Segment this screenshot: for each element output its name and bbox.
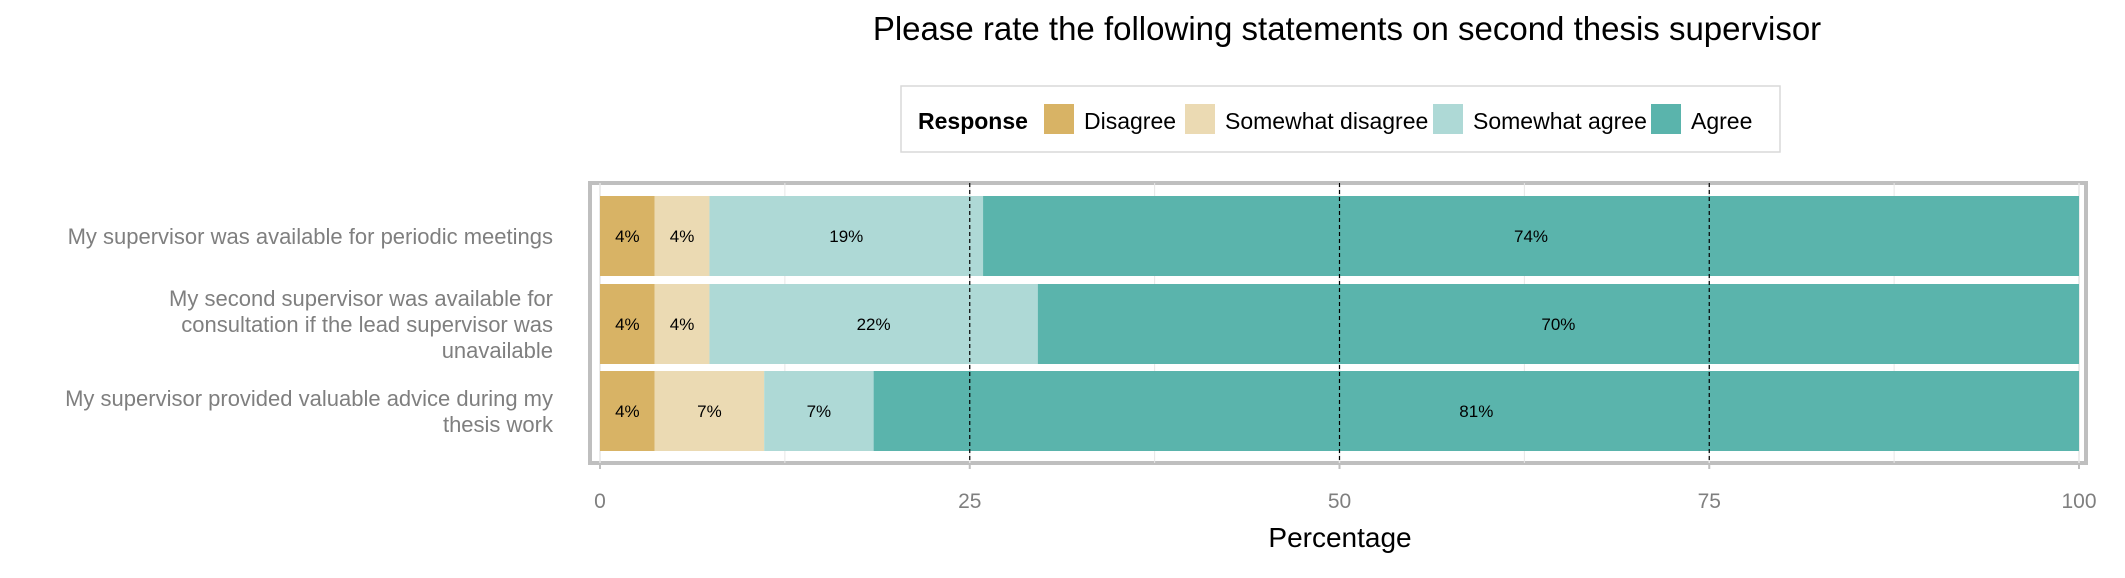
bar-segment [600, 284, 655, 364]
category-label: consultation if the lead supervisor was [181, 312, 553, 337]
x-axis-ticks: 0 25 50 75 100 [594, 463, 2097, 513]
bar-segment [709, 284, 1038, 364]
x-tick-label: 75 [1698, 490, 1721, 513]
legend-key [1651, 104, 1681, 134]
x-axis-label: Percentage [1268, 522, 1411, 553]
data-label: 4% [670, 315, 695, 334]
data-label: 4% [615, 315, 640, 334]
x-tick-label: 100 [2061, 490, 2096, 513]
legend-label: Disagree [1084, 108, 1176, 134]
legend-label: Somewhat disagree [1225, 108, 1428, 134]
legend-label: Somewhat agree [1473, 108, 1647, 134]
data-label: 4% [615, 227, 640, 246]
data-label: 4% [670, 227, 695, 246]
category-label: My second supervisor was available for [169, 286, 553, 311]
legend-label: Agree [1691, 108, 1752, 134]
category-label: My supervisor provided valuable advice d… [65, 386, 553, 411]
x-tick-label: 25 [958, 490, 981, 513]
category-label: My supervisor was available for periodic… [68, 224, 553, 249]
category-label: thesis work [443, 412, 554, 437]
bar-segment [654, 371, 765, 451]
legend-key [1044, 104, 1074, 134]
data-label: 4% [615, 402, 640, 421]
plot-area: 4% 4% 19% 74% 4% 4% 22% 70% 4% 7% 7% 81% [588, 181, 2088, 465]
data-label: 22% [857, 315, 891, 334]
legend-key [1185, 104, 1215, 134]
x-tick-label: 50 [1328, 490, 1351, 513]
data-label: 7% [807, 402, 832, 421]
category-labels: My supervisor was available for periodic… [65, 224, 554, 437]
legend-title: Response [918, 108, 1028, 134]
data-label: 7% [697, 402, 722, 421]
legend: Response Disagree Somewhat disagree Somewh… [900, 85, 1781, 153]
data-label: 70% [1541, 315, 1575, 334]
x-tick-label: 0 [594, 490, 606, 513]
data-label: 74% [1514, 227, 1548, 246]
bar-segment [654, 284, 710, 364]
bar-segment [764, 371, 874, 451]
bar-segment [600, 371, 655, 451]
category-label: unavailable [442, 338, 553, 363]
bar-segment [983, 196, 2079, 276]
bar-segment [1037, 284, 2079, 364]
data-label: 81% [1459, 402, 1493, 421]
legend-key [1433, 104, 1463, 134]
data-label: 19% [829, 227, 863, 246]
bar-segment [654, 196, 710, 276]
bar-segment [873, 371, 2079, 451]
bar-segment [600, 196, 655, 276]
bar-segment [709, 196, 984, 276]
chart-title: Please rate the following statements on … [873, 10, 1821, 47]
